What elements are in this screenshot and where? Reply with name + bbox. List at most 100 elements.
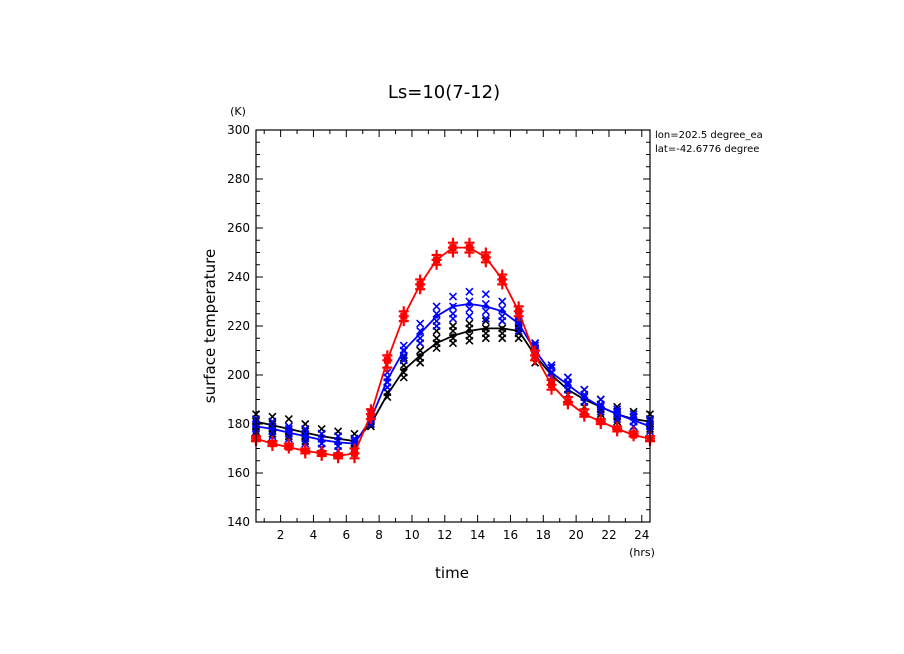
series-marker (450, 304, 456, 309)
series-marker (564, 398, 572, 406)
data-point (465, 287, 474, 296)
series-marker (483, 326, 489, 331)
data-point (448, 292, 458, 301)
series-marker (465, 244, 473, 252)
data-point (284, 415, 293, 424)
y-tick-label: 140 (227, 515, 250, 529)
axes-layer: 2 4 6 8 10 12 14 16 18 20 22 2414016018020022024026… (227, 123, 650, 542)
data-point (432, 302, 441, 311)
series-marker (351, 449, 358, 457)
series-layer (251, 237, 655, 464)
x-tick-label: 6 (342, 528, 350, 542)
data-point (613, 405, 622, 414)
series-marker (383, 356, 391, 364)
series-marker (630, 431, 638, 439)
y-tick-label: 180 (227, 417, 250, 431)
data-point (481, 307, 490, 316)
x-axis-label: time (435, 564, 469, 582)
series-marker (367, 410, 375, 418)
series-marker (549, 370, 554, 375)
y-tick-label: 220 (227, 319, 250, 333)
data-point (448, 321, 458, 331)
x-tick-label: 8 (375, 528, 383, 542)
series-marker (334, 452, 342, 460)
series-marker (401, 367, 407, 373)
annotation-lon: lon=202.5 degree_ea (655, 130, 763, 141)
series-marker (434, 340, 439, 346)
series-marker (400, 312, 408, 320)
x-tick-label: 14 (470, 528, 485, 542)
x-unit-label: (hrs) (629, 546, 655, 559)
series-marker (614, 411, 620, 417)
series-marker (401, 348, 407, 353)
data-point (481, 290, 490, 299)
x-tick-label: 18 (536, 528, 551, 542)
data-point (465, 304, 474, 313)
series-marker (580, 410, 588, 418)
x-tick-label: 20 (568, 528, 583, 542)
series-marker (385, 392, 390, 397)
data-point (465, 331, 474, 340)
data-point (563, 373, 572, 382)
series-marker (335, 440, 341, 445)
series-marker (483, 304, 489, 309)
x-tick-label: 22 (601, 528, 616, 542)
data-point (629, 410, 638, 419)
series-marker (516, 321, 521, 326)
series-marker (498, 275, 506, 283)
data-point (481, 317, 490, 326)
x-tick-label: 10 (404, 528, 419, 542)
data-point (334, 432, 343, 441)
y-tick-label: 260 (227, 221, 250, 235)
series-marker (285, 443, 293, 451)
data-point (465, 319, 474, 328)
data-point (465, 312, 474, 321)
data-point (416, 353, 425, 362)
data-point (547, 361, 556, 370)
series-marker (318, 449, 326, 457)
series-marker (434, 313, 439, 319)
series-marker (319, 437, 324, 443)
series-marker (613, 425, 621, 433)
x-tick-label: 12 (437, 528, 452, 542)
series-marker (302, 433, 308, 439)
data-point (448, 309, 458, 318)
data-point (301, 424, 310, 433)
series-marker (631, 418, 636, 423)
data-point (416, 326, 425, 335)
series-marker (598, 404, 604, 410)
data-point (596, 395, 605, 404)
series-marker (416, 280, 424, 288)
series-marker (597, 418, 605, 426)
y-tick-label: 240 (227, 270, 250, 284)
series-marker (548, 381, 555, 389)
x-tick-label: 24 (634, 528, 649, 542)
data-point (268, 417, 277, 426)
series-marker (417, 353, 423, 358)
data-point (317, 429, 326, 438)
series-marker (270, 426, 275, 432)
series-marker (385, 377, 390, 383)
x-tick-label: 4 (310, 528, 318, 542)
y-tick-label: 160 (227, 466, 250, 480)
y-unit-label: (K) (230, 105, 246, 118)
chart-title: Ls=10(7-12) (388, 82, 500, 103)
data-point (498, 297, 507, 306)
series-marker (417, 331, 423, 336)
series-2 (251, 237, 655, 464)
series-marker (499, 309, 505, 314)
data-point (580, 385, 589, 394)
y-axis-label: surface temperature (201, 249, 219, 404)
series-marker (582, 394, 587, 400)
y-tick-label: 280 (227, 172, 250, 186)
data-point (432, 309, 441, 318)
data-point (481, 314, 490, 323)
x-tick-label: 16 (503, 528, 518, 542)
annotation-lat: lat=-42.6776 degree (655, 144, 759, 155)
series-marker (449, 244, 457, 252)
series-marker (531, 351, 539, 359)
series-marker (467, 301, 472, 307)
series-marker (467, 328, 472, 334)
series-marker (301, 447, 309, 455)
series-marker (499, 326, 505, 331)
